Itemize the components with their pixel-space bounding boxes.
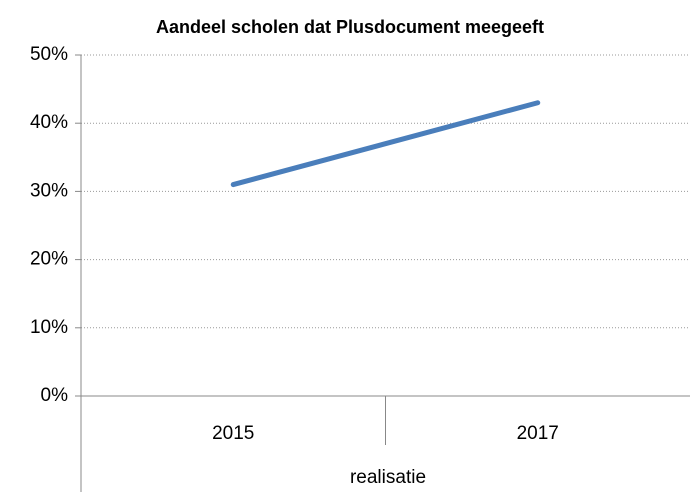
y-tick-label: 50% bbox=[30, 44, 68, 65]
y-tick-label: 0% bbox=[41, 385, 69, 406]
chart-title: Aandeel scholen dat Plusdocument meegeef… bbox=[156, 17, 544, 37]
y-tick-label: 30% bbox=[30, 180, 68, 201]
y-tick-label: 10% bbox=[30, 317, 68, 338]
x-axis-label: realisatie bbox=[350, 467, 426, 488]
y-tick-label: 20% bbox=[30, 249, 68, 270]
y-tick-label: 40% bbox=[30, 112, 68, 133]
x-tick-label: 2015 bbox=[212, 423, 254, 444]
x-tick-label: 2017 bbox=[517, 423, 559, 444]
line bbox=[230, 100, 541, 188]
